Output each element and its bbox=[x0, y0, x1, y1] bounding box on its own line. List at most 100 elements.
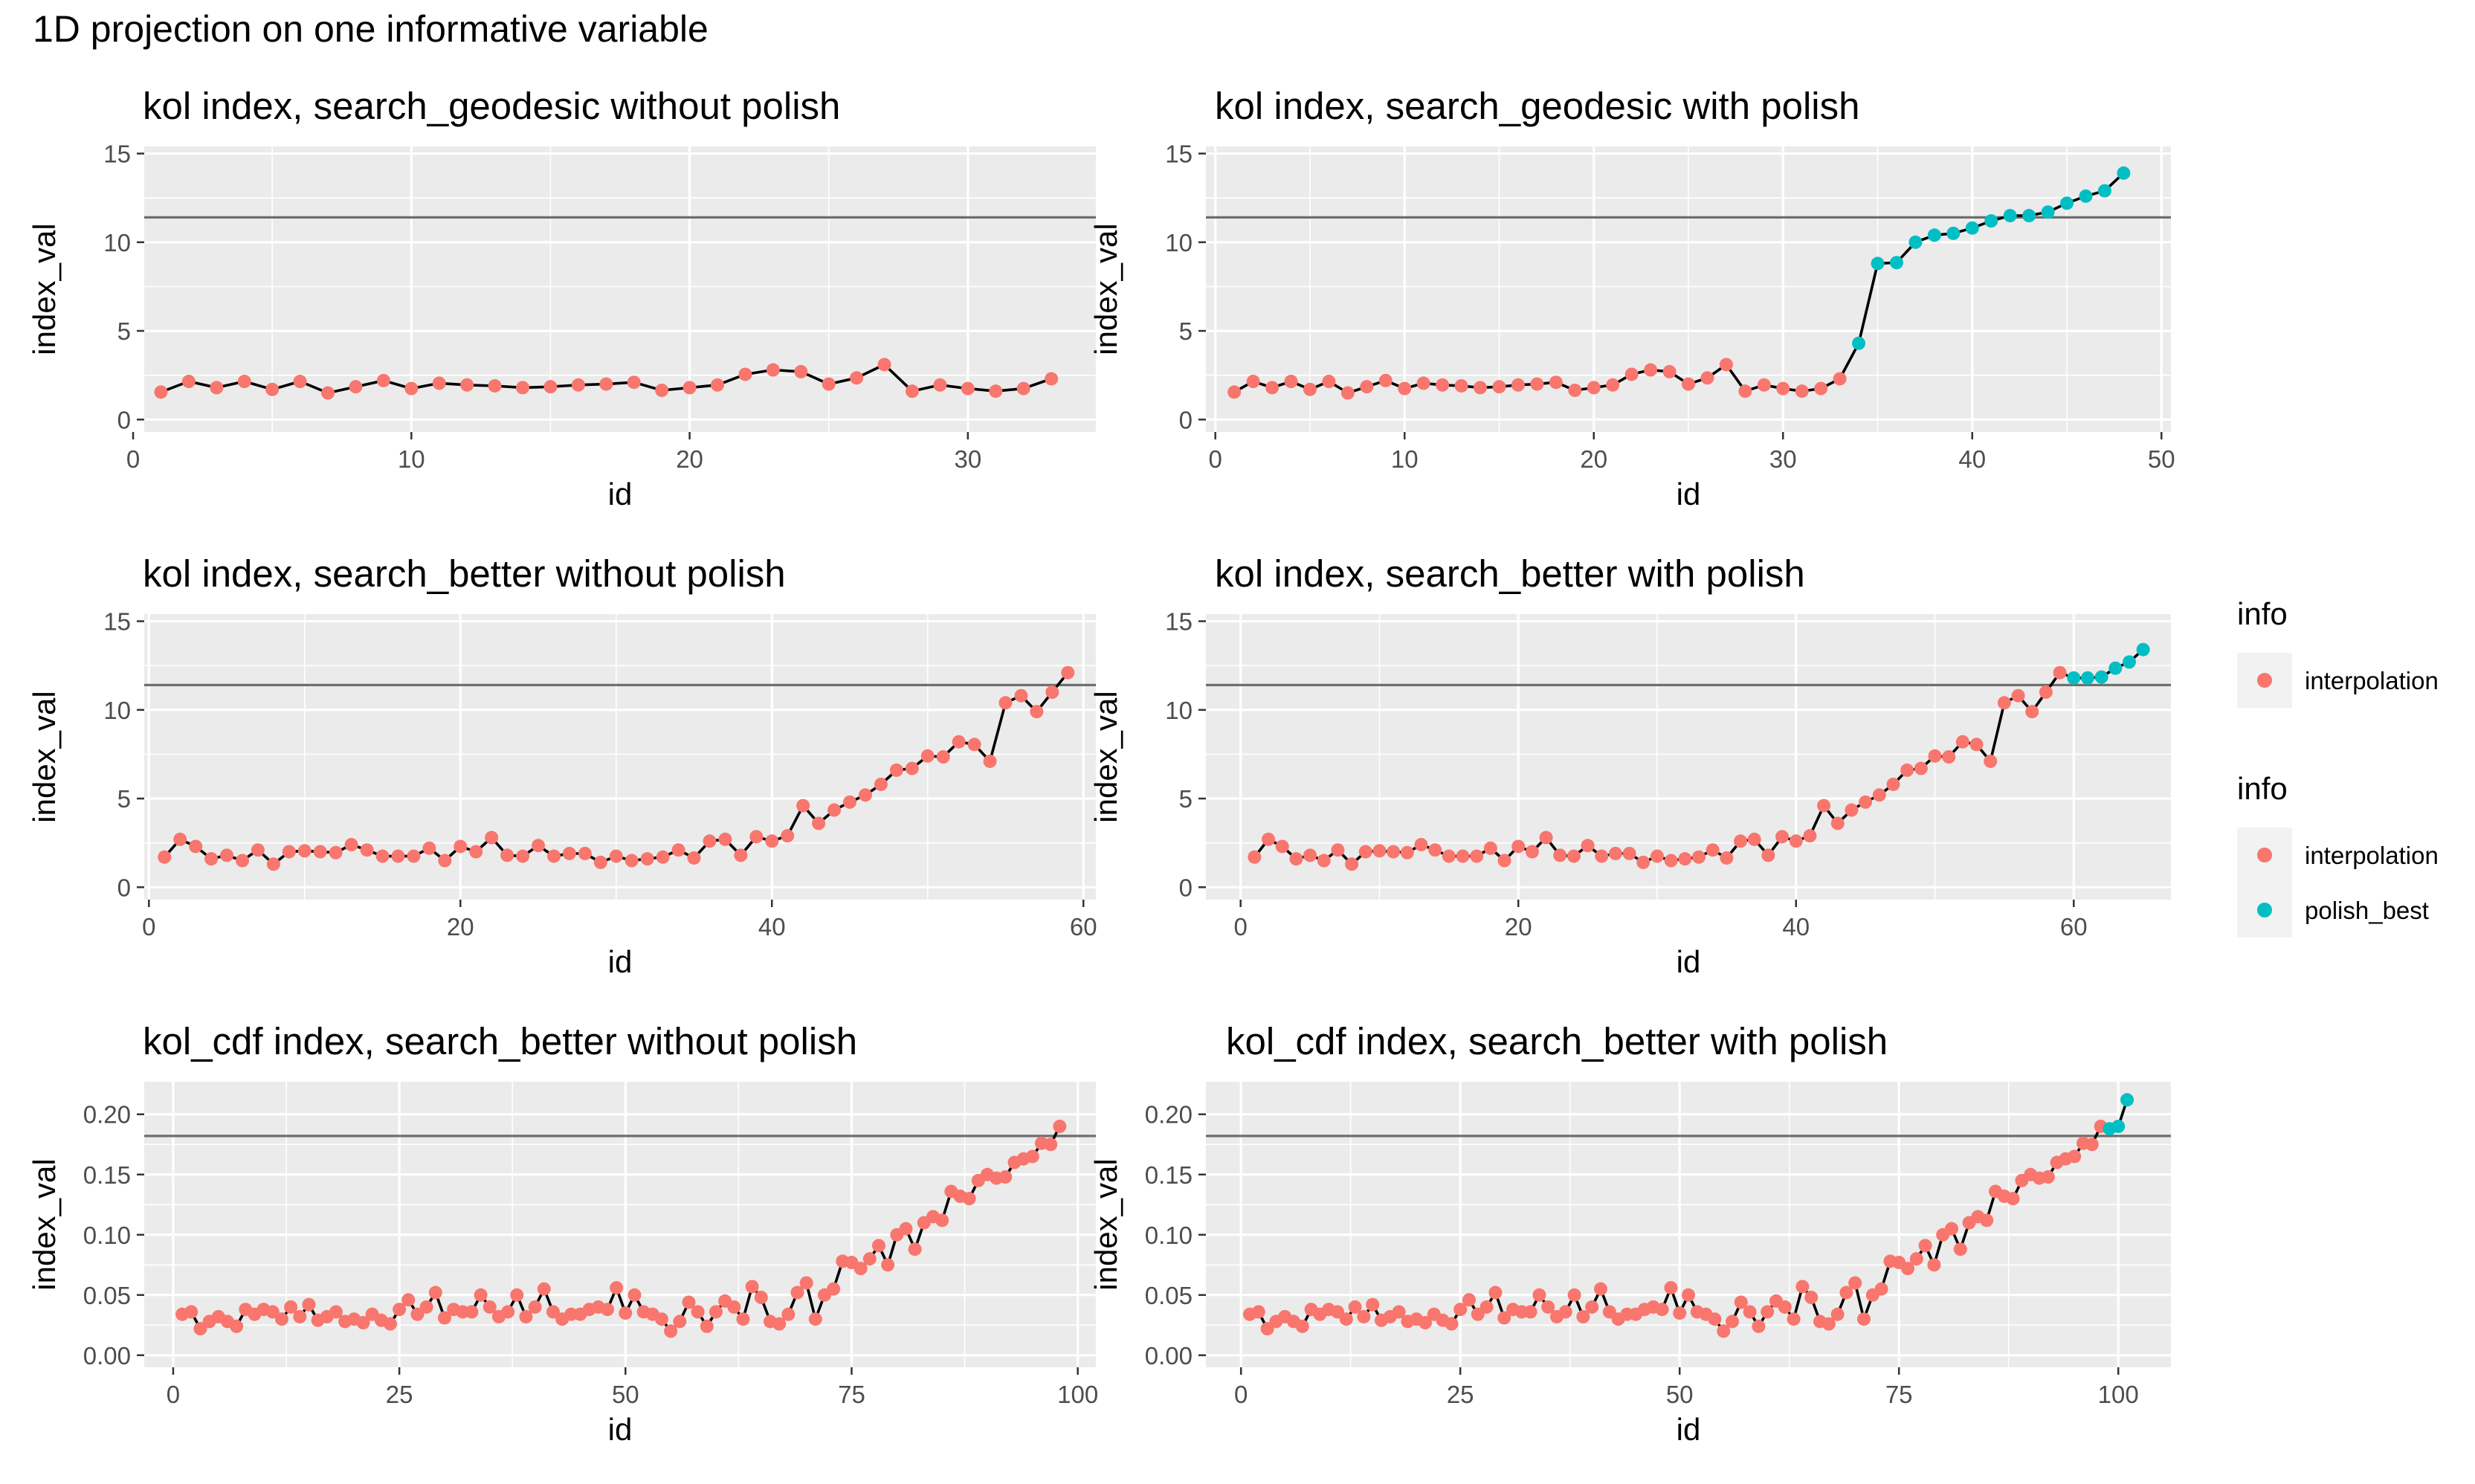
data-point bbox=[562, 846, 576, 860]
x-axis-title: id bbox=[1677, 944, 1701, 979]
data-point bbox=[419, 1300, 433, 1314]
data-point bbox=[1284, 375, 1298, 389]
data-point bbox=[1454, 378, 1468, 393]
data-point bbox=[749, 830, 764, 844]
legend-1: info interpolation bbox=[2237, 596, 2439, 708]
data-point bbox=[1857, 1312, 1871, 1326]
minor-grid bbox=[144, 146, 1096, 432]
data-point bbox=[173, 832, 187, 846]
x-tick-label: 40 bbox=[1958, 445, 1986, 473]
data-point bbox=[2003, 209, 2017, 223]
data-point bbox=[1608, 846, 1622, 860]
y-tick-label: 15 bbox=[103, 608, 131, 636]
data-point bbox=[766, 363, 780, 377]
data-point bbox=[422, 841, 436, 855]
data-point bbox=[437, 1311, 451, 1325]
data-point bbox=[1400, 845, 1414, 859]
data-point bbox=[460, 378, 474, 392]
data-point bbox=[627, 375, 641, 390]
data-point bbox=[1474, 381, 1488, 395]
data-point bbox=[532, 839, 546, 853]
data-point bbox=[862, 1252, 877, 1266]
data-point bbox=[1871, 257, 1885, 271]
data-point bbox=[1980, 1213, 1994, 1227]
x-tick-label: 60 bbox=[2060, 913, 2088, 941]
y-tick-label: 0 bbox=[1179, 874, 1193, 901]
data-point bbox=[640, 852, 654, 866]
data-point bbox=[302, 1297, 316, 1312]
data-point bbox=[528, 1300, 542, 1314]
x-tick-label: 60 bbox=[1070, 913, 1097, 941]
x-tick-label: 40 bbox=[758, 913, 786, 941]
data-point bbox=[765, 834, 779, 848]
y-tick-label: 0 bbox=[117, 874, 131, 901]
data-point bbox=[1682, 1288, 1695, 1302]
y-tick-label: 0.20 bbox=[1145, 1101, 1193, 1129]
data-point bbox=[1734, 1295, 1748, 1309]
data-point bbox=[703, 834, 717, 848]
y-tick-label: 10 bbox=[103, 697, 131, 724]
x-tick-label: 25 bbox=[386, 1381, 413, 1408]
x-tick-label: 20 bbox=[676, 445, 703, 473]
data-point bbox=[500, 848, 514, 862]
y-tick-label: 0.10 bbox=[83, 1222, 131, 1249]
chart-title: kol index, search_better with polish bbox=[1215, 552, 1805, 595]
data-point bbox=[754, 1291, 768, 1305]
y-axis-title: index_val bbox=[27, 691, 62, 822]
data-point bbox=[1942, 750, 1956, 764]
data-point bbox=[1700, 371, 1714, 385]
data-point bbox=[2025, 705, 2039, 719]
data-point bbox=[2111, 1119, 2126, 1133]
data-point bbox=[1673, 1306, 1687, 1320]
data-point bbox=[952, 735, 966, 749]
data-point bbox=[251, 843, 265, 857]
x-tick-label: 25 bbox=[1447, 1381, 1474, 1408]
data-point bbox=[889, 763, 903, 777]
data-point bbox=[516, 849, 530, 863]
data-point bbox=[265, 1305, 280, 1319]
data-point bbox=[683, 381, 697, 395]
data-point bbox=[204, 852, 219, 866]
axes: 0 10 20 30 0 5 10 15 bbox=[103, 141, 981, 473]
data-point bbox=[1587, 381, 1601, 395]
data-point bbox=[656, 850, 670, 864]
data-point bbox=[899, 1222, 913, 1236]
data-point bbox=[407, 849, 421, 863]
data-point bbox=[1655, 1303, 1669, 1317]
data-point bbox=[1398, 381, 1412, 396]
data-point bbox=[1428, 843, 1442, 857]
data-point bbox=[220, 848, 234, 862]
data-point bbox=[1984, 214, 1998, 228]
y-tick-label: 10 bbox=[1165, 697, 1193, 724]
data-point bbox=[501, 1305, 515, 1319]
data-point bbox=[874, 777, 888, 791]
data-point bbox=[2039, 685, 2053, 699]
data-point bbox=[1918, 1239, 1932, 1253]
y-tick-label: 0.05 bbox=[1145, 1282, 1193, 1309]
data-point bbox=[734, 848, 748, 862]
data-point bbox=[1392, 1305, 1406, 1319]
data-point bbox=[1442, 849, 1456, 863]
data-point bbox=[2094, 670, 2108, 684]
data-point bbox=[375, 849, 390, 863]
data-point bbox=[571, 378, 585, 392]
data-point bbox=[1251, 1305, 1265, 1319]
data-point bbox=[1511, 378, 1525, 392]
data-point bbox=[1984, 754, 1998, 768]
data-point bbox=[193, 1322, 207, 1336]
data-point bbox=[709, 1305, 723, 1319]
data-point bbox=[625, 854, 639, 868]
data-point bbox=[184, 1305, 199, 1319]
series-points bbox=[1248, 642, 2150, 871]
data-point bbox=[1470, 849, 1484, 863]
data-point bbox=[745, 1280, 759, 1294]
x-tick-label: 20 bbox=[1580, 445, 1607, 473]
data-point bbox=[1743, 1305, 1757, 1319]
data-point bbox=[877, 358, 891, 372]
data-point bbox=[827, 1282, 841, 1296]
legend-label: polish_best bbox=[2305, 897, 2429, 924]
data-point bbox=[1928, 749, 1942, 763]
panel-background bbox=[144, 1082, 1096, 1367]
